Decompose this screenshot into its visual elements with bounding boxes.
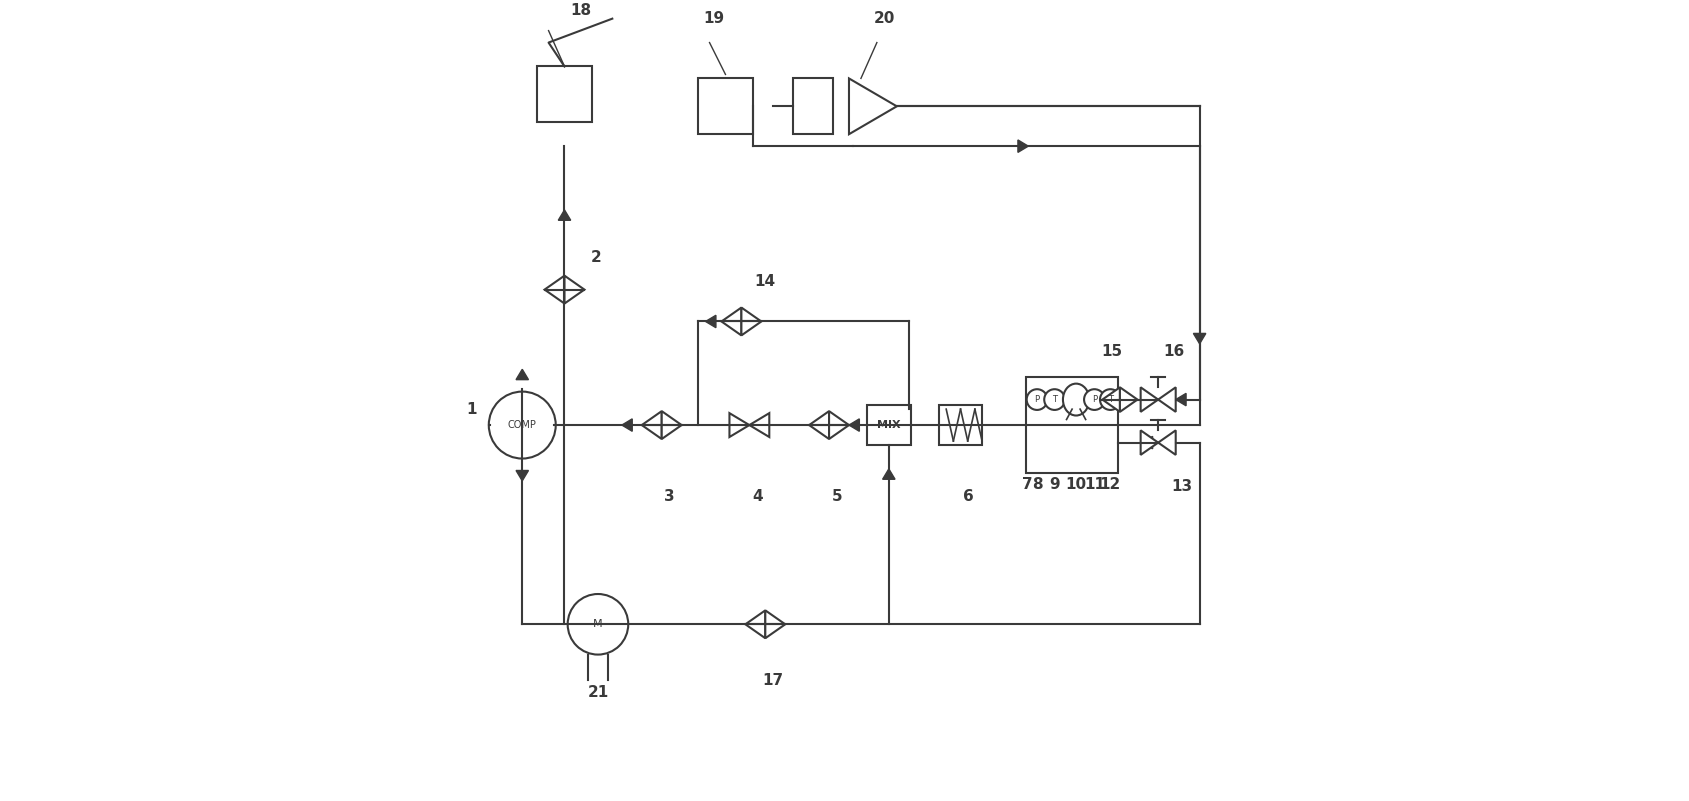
- Polygon shape: [1176, 393, 1186, 406]
- Polygon shape: [848, 78, 897, 135]
- Polygon shape: [704, 316, 716, 328]
- Polygon shape: [557, 210, 571, 220]
- Text: 13: 13: [1170, 479, 1192, 494]
- Polygon shape: [662, 411, 681, 439]
- Text: 20: 20: [873, 11, 895, 26]
- Polygon shape: [730, 413, 748, 437]
- Polygon shape: [721, 308, 741, 336]
- Text: 3: 3: [664, 489, 674, 505]
- Text: 6: 6: [963, 489, 973, 505]
- Polygon shape: [1101, 388, 1120, 412]
- Polygon shape: [848, 419, 858, 431]
- Text: P: P: [1034, 395, 1039, 404]
- Polygon shape: [1157, 388, 1176, 412]
- Polygon shape: [765, 610, 785, 638]
- Polygon shape: [1142, 437, 1152, 449]
- Polygon shape: [748, 413, 768, 437]
- Circle shape: [1027, 389, 1047, 410]
- Bar: [937, 405, 981, 445]
- Text: 4: 4: [752, 489, 762, 505]
- Circle shape: [1083, 389, 1105, 410]
- Text: 2: 2: [591, 250, 601, 265]
- Polygon shape: [515, 470, 529, 481]
- Polygon shape: [1140, 388, 1157, 412]
- Polygon shape: [611, 618, 622, 630]
- Polygon shape: [564, 276, 584, 304]
- Polygon shape: [622, 419, 632, 431]
- Circle shape: [568, 594, 628, 654]
- Bar: [537, 66, 593, 123]
- Text: 19: 19: [703, 11, 723, 26]
- Polygon shape: [1157, 430, 1176, 455]
- Polygon shape: [882, 469, 895, 479]
- Polygon shape: [829, 411, 848, 439]
- Bar: [792, 78, 833, 135]
- Text: 8: 8: [1030, 477, 1042, 492]
- Text: 1: 1: [466, 401, 476, 417]
- Text: 5: 5: [831, 489, 841, 505]
- Polygon shape: [642, 411, 662, 439]
- Polygon shape: [1017, 140, 1027, 152]
- Bar: [1025, 377, 1116, 473]
- Polygon shape: [745, 610, 765, 638]
- Bar: [866, 405, 910, 445]
- Text: 21: 21: [588, 685, 608, 699]
- Text: 11: 11: [1083, 477, 1105, 492]
- Circle shape: [1044, 389, 1064, 410]
- Text: 10: 10: [1064, 477, 1086, 492]
- Text: 12: 12: [1100, 477, 1120, 492]
- Text: 16: 16: [1162, 344, 1184, 360]
- Polygon shape: [1192, 333, 1206, 344]
- Circle shape: [488, 392, 556, 458]
- Text: 15: 15: [1101, 344, 1121, 360]
- Text: 17: 17: [762, 673, 784, 687]
- Polygon shape: [544, 276, 564, 304]
- Polygon shape: [1120, 388, 1137, 412]
- Text: 14: 14: [755, 274, 775, 289]
- Ellipse shape: [1062, 384, 1089, 416]
- Text: M: M: [593, 619, 603, 630]
- Polygon shape: [1140, 430, 1157, 455]
- Text: COMP: COMP: [507, 420, 537, 430]
- Circle shape: [1100, 389, 1120, 410]
- Text: P: P: [1091, 395, 1096, 404]
- Text: T: T: [1108, 395, 1111, 404]
- Text: 7: 7: [1022, 477, 1032, 492]
- Polygon shape: [1103, 393, 1113, 406]
- Text: MIX: MIX: [877, 420, 900, 430]
- Text: T: T: [1052, 395, 1056, 404]
- Bar: [698, 78, 753, 135]
- Polygon shape: [741, 308, 760, 336]
- Polygon shape: [809, 411, 829, 439]
- Text: 9: 9: [1049, 477, 1059, 492]
- Polygon shape: [515, 369, 529, 380]
- Text: 18: 18: [569, 3, 591, 18]
